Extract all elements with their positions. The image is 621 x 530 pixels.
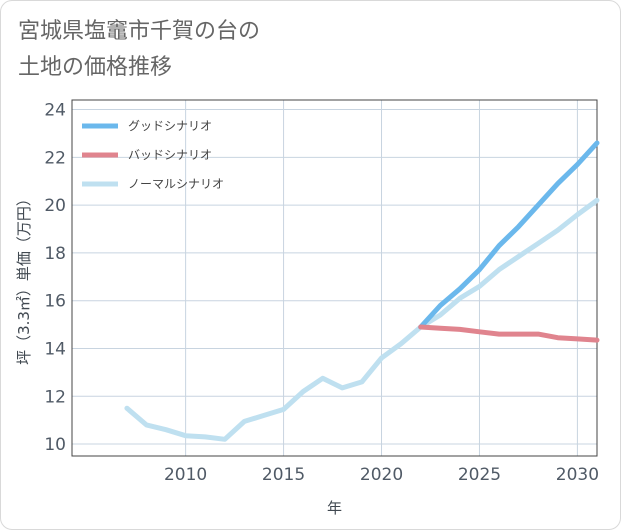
series-line [418,324,600,343]
y-tick-label: 12 [44,387,66,407]
y-tick-label: 18 [44,244,66,264]
x-tick-label: 2015 [262,465,305,485]
plot-frame [71,99,598,457]
title-line-2: 土地の価格推移 [18,55,173,80]
legend-label: バッドシナリオ [128,148,212,162]
x-tick-label: 2020 [360,465,403,485]
x-tick-label: 2025 [458,465,501,485]
y-tick-label: 24 [44,101,66,121]
y-axis-title: 坪（3.3㎡）単価（万円） [15,191,33,365]
y-tick-label: 20 [44,196,66,216]
x-tick-label: 2010 [164,465,207,485]
y-tick-label: 16 [44,292,66,312]
series-line [124,197,600,442]
series-line [418,140,600,330]
y-tick-label: 10 [44,435,66,455]
chart-title: 宮城県塩竈市千賀の台の 土地の価格推移 [18,14,260,86]
title-line-1: 宮城県塩竈市千賀の台の [18,19,261,44]
x-tick-label: 2030 [556,465,599,485]
legend-label: グッドシナリオ [128,119,212,133]
x-axis-title: 年 [327,499,342,517]
legend-label: ノーマルシナリオ [128,177,224,191]
y-tick-label: 14 [44,339,66,359]
y-tick-label: 22 [44,148,66,168]
